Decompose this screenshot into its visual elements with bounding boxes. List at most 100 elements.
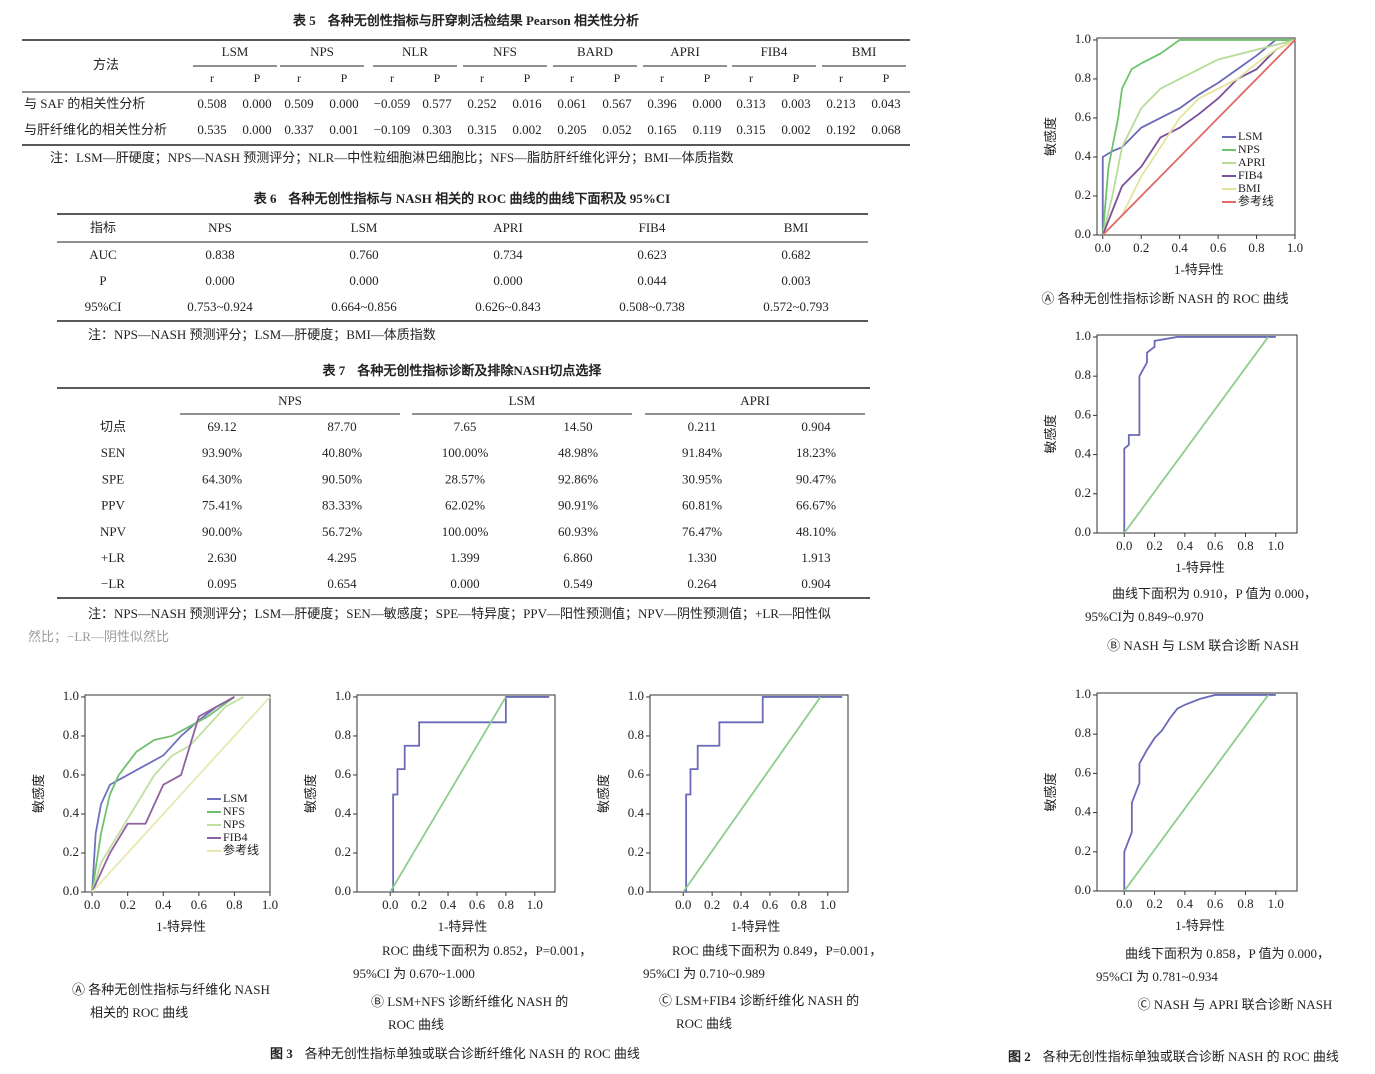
x-tick-label: 0.6 [1210,240,1227,255]
legend-label: BMI [1238,181,1261,195]
table-cell: 69.12 [207,419,236,434]
table-cell: 100.00% [442,524,489,539]
table-cell: 0.000 [349,273,378,288]
table-cell: 0.626~0.843 [475,299,541,314]
table-note: 然比；−LR—阴性似然比 [28,629,169,645]
table-head: NFS [493,44,517,59]
table-subhead: P [434,71,441,85]
table-cell: 92.86% [558,471,598,486]
panel-annotation: 95%CI 为 0.710~0.989 [643,966,765,981]
table-cell: 83.33% [322,498,362,513]
table-subhead: r [749,71,753,85]
y-tick-label: 0.8 [335,727,351,742]
y-tick-label: 0.6 [1075,109,1092,124]
panel-annotation: 95%CI为 0.849~0.970 [1085,609,1204,624]
x-axis-label: 1-特异性 [156,919,206,934]
table-cell: 1.330 [687,550,716,565]
table-head: 方法 [93,57,119,72]
table-cell: 0.753~0.924 [187,299,253,314]
table-cell: 6.860 [563,550,592,565]
x-tick-label: 0.0 [382,897,398,912]
roc-curve [1101,39,1296,236]
table-head: BARD [577,44,613,59]
x-tick-label: 0.4 [1172,240,1189,255]
x-tick-label: 0.8 [1237,538,1253,553]
y-tick-label: 0.8 [1075,70,1091,85]
table-cell: 0.508~0.738 [619,299,685,314]
table-cell: 0.264 [687,576,717,591]
table-cell: 0.205 [557,122,586,137]
x-tick-label: 0.4 [1177,896,1194,911]
table-cell: AUC [89,247,116,262]
table-cell: 0.000 [692,96,721,111]
table-title-text: 各种无创性指标与 NASH 相关的 ROC 曲线的曲线下面积及 95%CI [288,191,671,206]
x-tick-label: 0.8 [1237,896,1253,911]
panel-annotation: 95%CI 为 0.781~0.934 [1096,969,1218,984]
row-label: 与 SAF 的相关性分析 [24,96,145,111]
table-subhead: P [793,71,800,85]
figure-caption-text: 各种无创性指标单独或联合诊断纤维化 NASH 的 ROC 曲线 [305,1046,640,1061]
table-cell: 0.119 [693,122,722,137]
table-subhead: P [614,71,621,85]
table-cell: 14.50 [563,419,592,434]
y-tick-label: 0.6 [335,766,352,781]
table-cell: 1.913 [801,550,830,565]
y-tick-label: 0.4 [1075,148,1092,163]
x-tick-label: 0.0 [675,897,691,912]
y-tick-label: 0.0 [63,883,79,898]
y-axis-label: 敏感度 [1043,117,1058,156]
table-head: NPS [278,393,302,408]
x-tick-label: 0.4 [733,897,750,912]
table-cell: 4.295 [327,550,356,565]
table-cell: 0.838 [205,247,234,262]
table-cell: 0.315 [467,122,496,137]
table-cell: 0.016 [512,96,542,111]
roc-curve [389,696,507,893]
x-tick-label: 0.2 [704,897,720,912]
table-title: 表 7 各种无创性指标诊断及排除NASH切点选择 [322,363,603,378]
x-tick-label: 0.0 [1116,896,1132,911]
y-tick-label: 0.8 [1075,367,1091,382]
x-tick-label: 0.8 [791,897,807,912]
table-cell: 18.23% [796,445,836,460]
x-tick-label: 0.8 [226,897,242,912]
table-label: 表 6 [253,191,277,206]
table-cell: 0.000 [493,273,522,288]
table-cell: 0.535 [197,122,226,137]
table-cell: 0.003 [781,273,810,288]
x-axis-label: 1-特异性 [438,919,488,934]
figure-caption: 图 2 各种无创性指标单独或联合诊断 NASH 的 ROC 曲线 [1008,1049,1339,1064]
roc-curve [91,696,271,893]
y-tick-label: 1.0 [335,688,351,703]
y-tick-label: 0.6 [1075,764,1092,779]
table-cell: 30.95% [682,471,722,486]
figure-caption: 图 3 各种无创性指标单独或联合诊断纤维化 NASH 的 ROC 曲线 [270,1046,640,1061]
y-tick-label: 0.0 [628,883,644,898]
table-cell: 100.00% [442,445,489,460]
table-head: FIB4 [639,220,666,235]
table-head: LSM [222,44,249,59]
table-subhead: r [480,71,484,85]
roc-curve [1101,39,1296,236]
y-tick-label: 0.4 [63,805,80,820]
table-note: 注：NPS—NASH 预测评分；LSM—肝硬度；SEN—敏感度；SPE—特异度；… [88,606,831,622]
table-cell: −0.059 [374,96,411,111]
table-cell: 0.577 [422,96,452,111]
table-cell: 48.98% [558,445,598,460]
table-cell: 0.509 [284,96,313,111]
y-tick-label: 0.8 [1075,725,1091,740]
figure-label: 图 2 [1008,1049,1031,1064]
x-tick-label: 1.0 [1268,896,1284,911]
legend-label: FIB4 [1238,168,1263,182]
table-cell: 90.47% [796,471,836,486]
table-cell: 64.30% [202,471,242,486]
x-tick-label: 0.0 [1116,538,1132,553]
y-tick-label: 0.8 [628,727,644,742]
legend-label: APRI [1238,155,1265,169]
legend-label: FIB4 [223,830,248,844]
table-cell: 48.10% [796,524,836,539]
y-tick-label: 0.2 [1075,843,1091,858]
y-axis-label: 敏感度 [1043,772,1058,811]
table-cell: 0.315 [736,122,765,137]
